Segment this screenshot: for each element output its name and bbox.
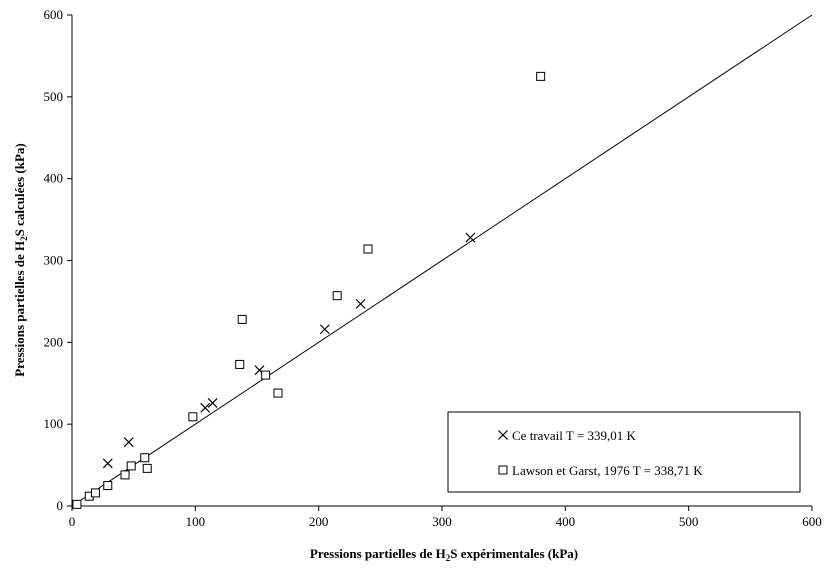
point-lawson-garst (188, 412, 198, 422)
tick-labels: 0 100 200 300 400 500 600 0 100 200 300 400 500 600 (44, 7, 822, 529)
point-lawson-garst (140, 453, 150, 463)
x-axis-title: Pressions partielles de H2S expérimental… (310, 546, 578, 563)
point-lawson-garst (332, 291, 342, 301)
point-ce-travail (465, 232, 476, 243)
point-lawson-garst (126, 461, 136, 471)
legend-label-lawson-garst: Lawson et Garst, 1976 T = 338,71 K (512, 463, 703, 478)
point-ce-travail (319, 324, 330, 335)
x-tick-label: 300 (432, 514, 452, 529)
y-axis-title: Pressions partielles de H2S calculées (k… (12, 143, 29, 377)
x-tick-label: 100 (186, 514, 206, 529)
point-lawson-garst (103, 481, 113, 491)
point-ce-travail (123, 437, 134, 448)
legend-cross-symbol (498, 430, 508, 440)
x-tick-label: 200 (309, 514, 329, 529)
point-lawson-garst (90, 488, 100, 498)
data-points (72, 71, 546, 509)
y-tick-label: 100 (44, 416, 64, 431)
axes (67, 14, 813, 511)
point-ce-travail (102, 458, 113, 469)
x-tick-label: 400 (556, 514, 576, 529)
point-lawson-garst (235, 359, 245, 369)
legend-label-ce-travail: Ce travail T = 339,01 K (512, 428, 636, 443)
legend-box (447, 411, 801, 493)
x-tick-label: 0 (69, 514, 76, 529)
point-lawson-garst (120, 470, 130, 480)
point-lawson-garst (72, 499, 82, 509)
point-ce-travail (207, 397, 218, 408)
legend-marker-square (498, 465, 508, 475)
point-lawson-garst (237, 314, 247, 324)
point-ce-travail (200, 402, 211, 413)
y-tick-label: 0 (57, 498, 64, 513)
x-tick-label: 600 (802, 514, 822, 529)
legend-marker-cross (498, 430, 508, 440)
point-lawson-garst (273, 388, 283, 398)
legend-square-symbol (498, 465, 508, 475)
point-lawson-garst (142, 463, 152, 473)
parity-line (71, 14, 813, 507)
y-tick-label: 300 (44, 253, 64, 268)
y-tick-label: 200 (44, 334, 64, 349)
point-lawson-garst (363, 244, 373, 254)
point-ce-travail (355, 298, 366, 309)
point-lawson-garst (261, 370, 271, 380)
y-tick-label: 600 (44, 7, 64, 22)
y-tick-label: 500 (44, 89, 64, 104)
legend: Ce travail T = 339,01 K Lawson et Garst,… (447, 411, 801, 493)
y-tick-label: 400 (44, 171, 64, 186)
point-lawson-garst (536, 71, 546, 81)
x-tick-label: 500 (679, 514, 699, 529)
